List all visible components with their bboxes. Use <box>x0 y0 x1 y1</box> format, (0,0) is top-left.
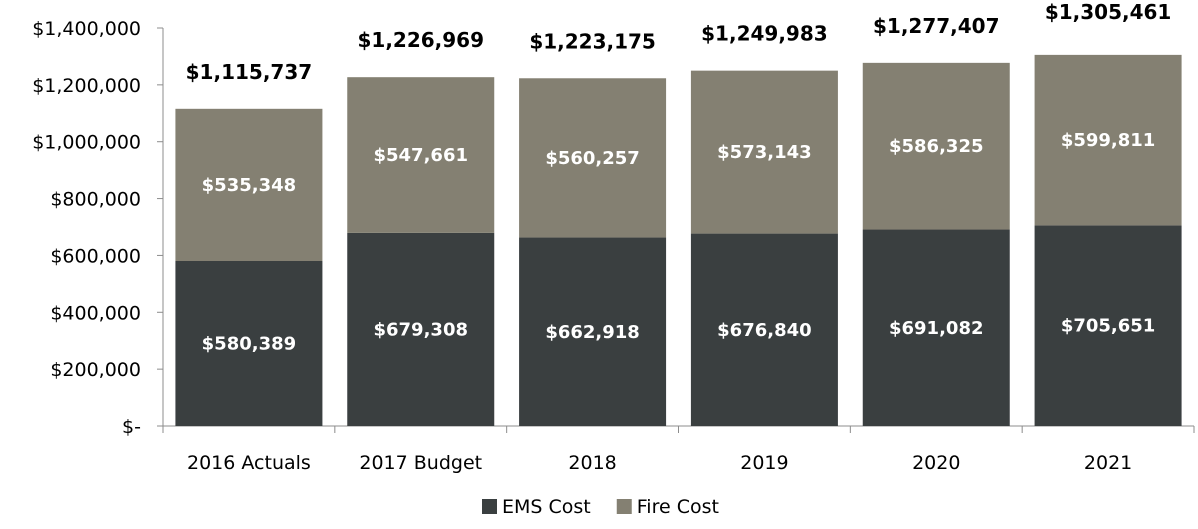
ems-cost-bar <box>519 237 667 426</box>
y-tick-label: $600,000 <box>50 245 141 267</box>
ems-cost-bar <box>175 261 323 426</box>
ems-cost-data-label: $705,651 <box>1061 316 1156 337</box>
total-data-label: $1,277,407 <box>873 14 1000 38</box>
ems-cost-data-label: $691,082 <box>889 318 984 339</box>
bars <box>175 54 1182 426</box>
legend-label-fire: Fire Cost <box>637 496 719 518</box>
fire-cost-data-label: $586,325 <box>889 136 984 157</box>
y-tick-label: $1,400,000 <box>32 18 141 40</box>
y-tick-label: $400,000 <box>50 302 141 324</box>
fire-cost-data-label: $560,257 <box>545 148 640 169</box>
x-tick-label: 2017 Budget <box>359 452 482 474</box>
total-labels: $1,115,737 $1,226,969 $1,223,175 $1,249,983… <box>186 0 1172 84</box>
ems-cost-bar <box>862 229 1010 426</box>
x-tick-label: 2021 <box>1084 452 1132 474</box>
fire-cost-data-label: $573,143 <box>717 142 812 163</box>
ems-cost-data-label: $662,918 <box>545 322 640 343</box>
x-axis: 2016 Actuals 2017 Budget 2018 2019 2020 2021 <box>162 425 1195 474</box>
fire-cost-bar <box>347 77 495 233</box>
total-data-label: $1,226,969 <box>357 28 484 52</box>
fire-cost-bar <box>690 70 838 234</box>
segment-labels: $580,389 $535,348 $679,308 $547,661 $662,918… <box>202 130 1156 354</box>
y-tick-label: $800,000 <box>50 189 141 211</box>
y-tick-label: $200,000 <box>50 359 141 381</box>
x-tick-label: 2018 <box>568 452 616 474</box>
ems-cost-data-label: $679,308 <box>373 319 468 340</box>
fire-cost-data-label: $535,348 <box>202 175 297 196</box>
ems-cost-bar <box>690 233 838 426</box>
fire-cost-bar <box>862 62 1010 230</box>
legend-swatch-fire <box>616 499 632 514</box>
fire-cost-bar <box>519 78 667 238</box>
y-tick-label: $1,000,000 <box>32 132 141 154</box>
y-axis: $- $200,000 $400,000 $600,000 $800,000 $1,000… <box>32 18 164 438</box>
legend: EMS Cost Fire Cost <box>482 496 719 518</box>
y-tick-label: $1,200,000 <box>32 75 141 97</box>
x-tick-label: 2020 <box>912 452 960 474</box>
y-tick-label: $- <box>122 416 141 438</box>
ems-cost-bar <box>347 232 495 426</box>
x-tick-label: 2016 Actuals <box>187 452 311 474</box>
ems-cost-data-label: $676,840 <box>717 320 812 341</box>
total-data-label: $1,249,983 <box>701 22 828 46</box>
total-data-label: $1,305,461 <box>1045 0 1172 24</box>
total-data-label: $1,223,175 <box>529 29 656 53</box>
legend-label-ems: EMS Cost <box>502 496 591 518</box>
ems-cost-data-label: $580,389 <box>202 334 297 355</box>
legend-swatch-ems <box>482 499 497 514</box>
total-data-label: $1,115,737 <box>186 60 313 84</box>
x-tick-label: 2019 <box>740 452 788 474</box>
fire-cost-data-label: $547,661 <box>373 145 468 166</box>
fire-cost-data-label: $599,811 <box>1061 130 1156 151</box>
ems-cost-bar <box>1034 225 1182 426</box>
fire-cost-bar <box>175 108 323 262</box>
fire-cost-bar <box>1034 54 1182 226</box>
